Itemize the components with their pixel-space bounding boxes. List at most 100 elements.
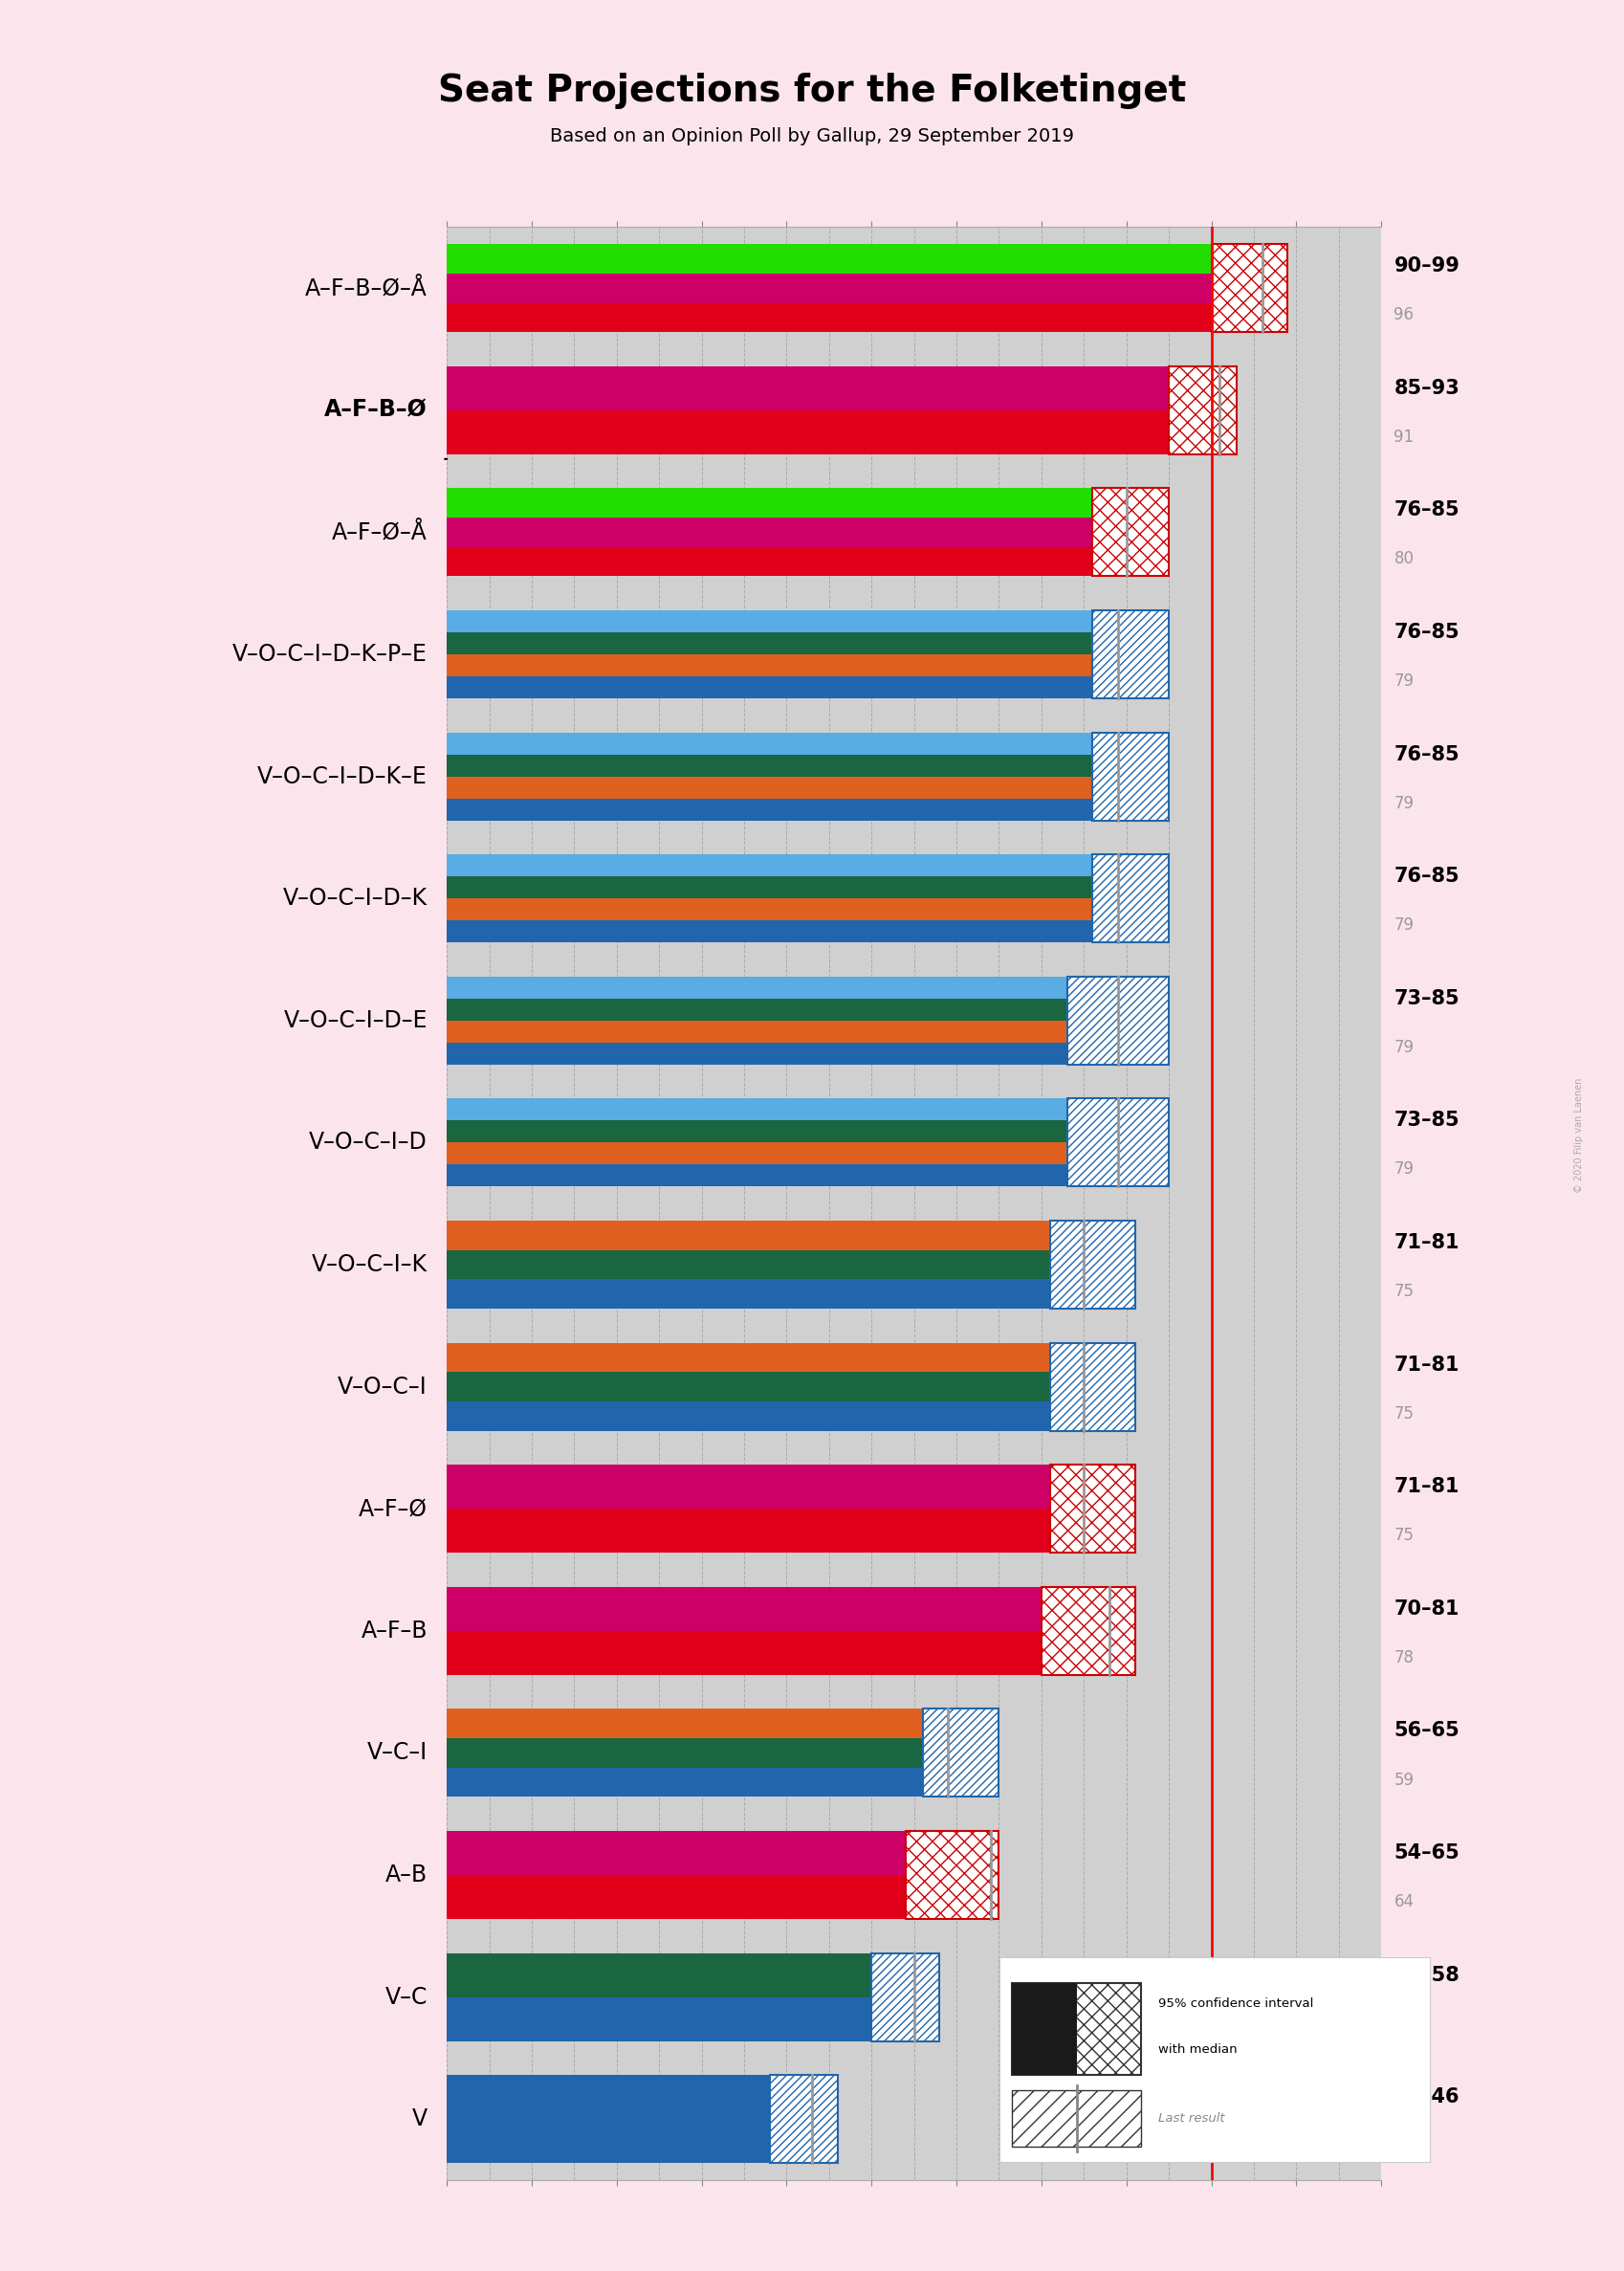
Bar [447, 1042, 1117, 1065]
Bar [447, 2058, 1380, 2180]
Text: 79: 79 [1393, 917, 1413, 933]
Bar [447, 654, 1117, 677]
Bar [1012, 2089, 1140, 2146]
Bar [447, 715, 1380, 838]
Bar [1049, 1222, 1134, 1308]
Text: Last result: Last result [1158, 2112, 1224, 2126]
Bar [447, 961, 1380, 1081]
Bar [447, 350, 1380, 472]
Text: V–O–C–I–D–K–E: V–O–C–I–D–K–E [257, 765, 427, 788]
Bar [447, 899, 1117, 920]
Bar [447, 877, 1117, 899]
Bar [447, 799, 1117, 820]
Text: 71–81: 71–81 [1393, 1356, 1458, 1374]
Text: V–O–C–I–D: V–O–C–I–D [309, 1131, 427, 1154]
Bar [447, 1342, 1083, 1372]
Text: 96: 96 [1393, 307, 1413, 322]
Bar [447, 1204, 1380, 1326]
Text: 38–46: 38–46 [1393, 2087, 1458, 2107]
Text: V–O–C–I–D–K–P–E: V–O–C–I–D–K–P–E [232, 643, 427, 665]
Bar [447, 1996, 914, 2042]
Bar [447, 1876, 991, 1919]
Bar [447, 547, 1125, 577]
Text: 80: 80 [1393, 550, 1413, 568]
Text: 91: 91 [1393, 429, 1413, 445]
Bar [1210, 245, 1288, 332]
Bar [447, 734, 1117, 754]
Text: V–O–C–I–D–E: V–O–C–I–D–E [283, 1008, 427, 1031]
Text: V–C: V–C [385, 1985, 427, 2008]
Text: 78: 78 [1393, 1649, 1413, 1667]
Bar [447, 611, 1117, 631]
Bar [447, 1326, 1380, 1449]
Text: V–O–C–I–K: V–O–C–I–K [312, 1254, 427, 1276]
Bar [1067, 1099, 1168, 1185]
Bar [447, 1587, 1109, 1631]
Bar [447, 273, 1262, 302]
Bar [770, 2076, 836, 2162]
Bar [447, 999, 1117, 1020]
Bar [447, 1449, 1380, 1569]
Text: 56–65: 56–65 [1393, 1721, 1458, 1740]
Bar [447, 488, 1125, 518]
Bar [1049, 1342, 1134, 1431]
Text: 55: 55 [1393, 2014, 1413, 2033]
Bar [447, 677, 1117, 697]
Bar [1012, 1983, 1077, 2076]
Bar [905, 1830, 999, 1919]
Text: 79: 79 [1393, 795, 1413, 811]
Text: 59: 59 [1393, 1771, 1413, 1787]
Text: 76–85: 76–85 [1393, 745, 1458, 763]
Text: 71–81: 71–81 [1393, 1233, 1458, 1251]
Text: A–F–B–Ø–Å: A–F–B–Ø–Å [305, 277, 427, 300]
Bar [447, 1401, 1083, 1431]
Text: 85–93: 85–93 [1393, 379, 1458, 397]
Text: 70–81: 70–81 [1393, 1599, 1458, 1619]
Text: 95% confidence interval: 95% confidence interval [1158, 1998, 1314, 2010]
Text: 73–85: 73–85 [1393, 988, 1458, 1008]
Text: A–F–B–Ø: A–F–B–Ø [325, 400, 427, 422]
Bar [447, 1737, 947, 1767]
Text: 79: 79 [1393, 672, 1413, 690]
Bar [447, 977, 1117, 999]
Text: 71–81: 71–81 [1393, 1476, 1458, 1497]
Text: 73–85: 73–85 [1393, 1111, 1458, 1131]
Bar [1168, 366, 1236, 454]
Bar [1041, 1587, 1134, 1674]
Text: 76–85: 76–85 [1393, 500, 1458, 520]
Bar [447, 920, 1117, 942]
Bar [447, 1935, 1380, 2058]
Text: 43: 43 [1393, 2137, 1413, 2155]
Text: 76–85: 76–85 [1393, 622, 1458, 643]
Text: 75: 75 [1393, 1526, 1413, 1544]
Bar [447, 593, 1380, 715]
Bar [447, 1372, 1083, 1401]
Text: 64: 64 [1393, 1894, 1413, 1910]
Bar [1091, 611, 1168, 697]
Bar [447, 302, 1262, 332]
Bar [1067, 977, 1168, 1065]
Bar [447, 1081, 1380, 1204]
Text: 75: 75 [1393, 1283, 1413, 1299]
Text: A–F–Ø: A–F–Ø [359, 1497, 427, 1519]
Text: V–O–C–I: V–O–C–I [338, 1376, 427, 1399]
Bar [447, 1099, 1117, 1120]
Text: V: V [412, 2107, 427, 2130]
Bar [447, 777, 1117, 799]
Bar [447, 1279, 1083, 1308]
Text: A–F–Ø–Å: A–F–Ø–Å [331, 520, 427, 543]
Text: V–O–C–I–D–K: V–O–C–I–D–K [283, 888, 427, 911]
Bar [447, 1953, 914, 1996]
Text: 79: 79 [1393, 1038, 1413, 1056]
Bar [447, 754, 1117, 777]
Text: 54–65: 54–65 [1393, 1844, 1458, 1862]
Text: 90–99: 90–99 [1393, 257, 1458, 275]
Bar [447, 1465, 1083, 1508]
Bar [447, 1222, 1083, 1249]
Bar [1091, 488, 1168, 577]
Bar [922, 1710, 999, 1796]
Bar [447, 1120, 1117, 1142]
Text: © 2020 Filip van Laenen: © 2020 Filip van Laenen [1574, 1079, 1583, 1192]
Bar [447, 2076, 812, 2162]
Bar [447, 1710, 947, 1737]
